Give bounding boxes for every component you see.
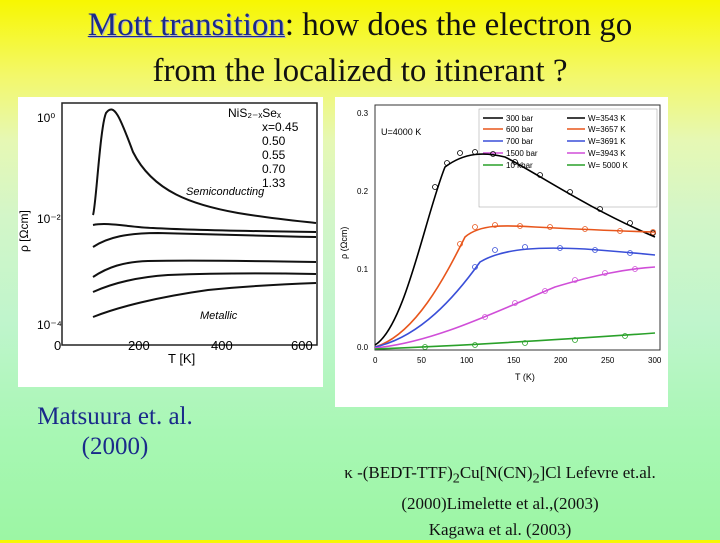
caption-sub1: 2	[452, 470, 460, 487]
right-xlabel: T (K)	[515, 372, 535, 382]
left-xtick-200: 200	[128, 338, 150, 353]
caption-right-line1: κ -(BEDT-TTF)2Cu[N(CN)2]Cl Lefevre et.al…	[300, 460, 700, 491]
right-curve-10kbar	[374, 332, 656, 350]
title-rest: : how does the electron go	[284, 7, 633, 43]
left-annotation-semiconducting: Semiconducting	[186, 186, 265, 198]
title-highlight: Mott transition	[87, 7, 285, 43]
left-curves	[92, 108, 317, 318]
left-curve-x133	[92, 282, 317, 318]
right-curve-700bar	[374, 247, 656, 348]
title-line-2: from the localized to itinerant ?	[152, 53, 568, 89]
right-ylabel: ρ (Ωcm)	[339, 227, 349, 259]
left-legend-x133: 1.33	[262, 176, 286, 190]
left-figure: ρ [Ωcm] T [K] 0 200 400 600 10⁰ 10⁻² 10⁻…	[17, 97, 323, 387]
caption-formula-c: ]Cl Lefevre et.al.	[539, 463, 656, 482]
caption-formula-a: -(BEDT-TTF)	[352, 463, 453, 482]
right-xtick-150: 150	[507, 356, 521, 365]
legend-300bar: 300 bar	[506, 114, 533, 123]
legend-w3943: W=3943 K	[588, 149, 626, 158]
legend-700bar: 700 bar	[506, 137, 533, 146]
right-curves	[374, 153, 656, 350]
right-xtick-0: 0	[373, 356, 378, 365]
left-xtick-600: 600	[291, 338, 313, 353]
left-figure-svg: ρ [Ωcm] T [K] 0 200 400 600 10⁰ 10⁻² 10⁻…	[17, 102, 318, 366]
legend-w3657: W=3657 K	[588, 125, 626, 134]
right-ytick-2: 0.2	[357, 187, 369, 196]
right-plot-frame	[374, 104, 661, 351]
left-legend-x070: 0.70	[262, 162, 286, 176]
caption-right-line2: (2000)Limelette et al.,(2003)	[401, 494, 599, 514]
left-curve-x055	[92, 231, 317, 248]
title-line-1: Mott transition: how does the electron g…	[0, 2, 720, 48]
left-xtick-0: 0	[54, 338, 61, 353]
legend-w5000: W= 5000 K	[588, 161, 628, 170]
left-legend-x050: 0.50	[262, 134, 286, 148]
slide-title: Mott transition: how does the electron g…	[0, 2, 720, 94]
left-annotation-metallic: Metallic	[200, 310, 238, 322]
left-ytick-1: 10⁰	[37, 111, 55, 125]
legend-w3691: W=3691 K	[588, 137, 626, 146]
legend-600bar: 600 bar	[506, 125, 533, 134]
right-markers	[422, 149, 656, 350]
left-xlabel: T [K]	[168, 351, 195, 366]
caption-right-line3: Kagawa et al. (2003)	[428, 520, 572, 540]
caption-formula-b: Cu[N(CN)	[459, 463, 533, 482]
left-curve-x045	[92, 108, 317, 224]
right-xtick-250: 250	[601, 356, 615, 365]
left-curve-x070a	[92, 259, 317, 278]
legend-1500bar: 1500 bar	[506, 149, 538, 158]
right-curve-600bar	[374, 225, 656, 348]
right-curve-300bar	[374, 153, 656, 346]
left-ytick-3: 10⁻⁴	[37, 318, 62, 332]
right-xtick-100: 100	[460, 356, 474, 365]
right-xtick-300: 300	[648, 356, 662, 365]
left-legend-x045: x=0.45	[262, 120, 299, 134]
right-figure-svg: ρ (Ωcm) T (K) 0 50 100 150 200 250 300 0…	[339, 104, 662, 382]
right-ytick-1: 0.1	[357, 265, 369, 274]
left-legend-x055: 0.55	[262, 148, 286, 162]
right-xtick-50: 50	[417, 356, 426, 365]
legend-w3543: W=3543 K	[588, 114, 626, 123]
left-legend-material: NiS₂₋ₓSeₓ	[228, 106, 281, 120]
left-xtick-400: 400	[211, 338, 233, 353]
left-ytick-2: 10⁻²	[37, 212, 61, 226]
left-curve-x050	[92, 223, 317, 233]
left-curve-x070b	[92, 272, 317, 293]
left-plot-frame	[61, 102, 318, 346]
right-ytick-0: 0.0	[357, 343, 369, 352]
caption-sub2: 2	[532, 470, 540, 487]
right-xtick-200: 200	[554, 356, 568, 365]
right-figure: ρ (Ωcm) T (K) 0 50 100 150 200 250 300 0…	[335, 97, 668, 407]
right-ytick-3: 0.3	[357, 109, 369, 118]
caption-kappa: κ	[344, 463, 353, 482]
right-u-label: U=4000 K	[381, 127, 421, 137]
right-curve-1500bar	[374, 266, 656, 349]
caption-left: Matsuura et. al.(2000)	[37, 403, 193, 460]
left-ylabel: ρ [Ωcm]	[18, 210, 31, 252]
caption-right: κ -(BEDT-TTF)2Cu[N(CN)2]Cl Lefevre et.al…	[300, 460, 700, 543]
